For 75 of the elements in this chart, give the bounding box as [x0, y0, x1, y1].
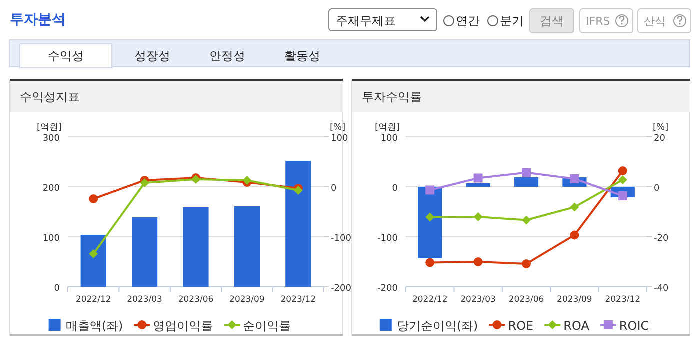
- legend-label: 순이익률: [243, 319, 292, 333]
- y-axis-title: [억원]: [374, 123, 400, 133]
- text: 검색: [540, 14, 564, 28]
- bar: [466, 184, 490, 187]
- x-tick-label: 2023/09: [557, 295, 592, 305]
- y-tick-label: 100: [42, 234, 60, 244]
- y2-tick-label: -20: [654, 234, 669, 244]
- text: 성장성: [134, 49, 170, 63]
- y2-tick-label: -100: [331, 234, 352, 244]
- text: 수익성: [48, 49, 84, 63]
- point: [89, 194, 98, 204]
- chart-title: 투자수익률: [362, 90, 422, 104]
- point: [426, 186, 435, 195]
- legend-label: ROIC: [619, 319, 650, 333]
- legend-label: 당기순이익(좌): [396, 319, 478, 333]
- text: IFRS: [586, 15, 610, 28]
- point: [570, 174, 580, 184]
- y2-tick-label: 100: [331, 134, 348, 144]
- point: [618, 176, 628, 184]
- point: [570, 202, 580, 212]
- x-tick-label: 2023/03: [127, 295, 162, 305]
- bar: [514, 178, 539, 187]
- bar: [183, 208, 209, 287]
- bar: [80, 235, 106, 287]
- point: [618, 166, 628, 176]
- text: 안정성: [210, 49, 246, 63]
- text: 활동성: [284, 49, 320, 63]
- text: 산식: [644, 15, 666, 28]
- y2-tick-label: 20: [654, 134, 666, 144]
- legend-label: ROE: [508, 319, 534, 333]
- y-tick-label: 100: [380, 134, 398, 144]
- text: 투자분석: [10, 12, 66, 28]
- x-tick-label: 2023/06: [178, 295, 214, 305]
- y2-tick-label: -40: [654, 284, 669, 294]
- x-tick-label: 2023/09: [230, 295, 265, 305]
- x-tick-label: 2023/12: [605, 295, 641, 305]
- x-tick-label: 2023/03: [460, 295, 496, 305]
- text: 분기: [500, 14, 524, 28]
- y2-axis-title: [%]: [330, 123, 346, 133]
- y-tick-label: 300: [42, 134, 60, 144]
- bar: [418, 187, 442, 258]
- x-tick-label: 2023/12: [280, 295, 316, 305]
- point: [474, 174, 483, 183]
- point: [89, 250, 98, 258]
- x-tick-label: 2023/06: [508, 295, 544, 305]
- point: [474, 212, 483, 222]
- point: [426, 212, 435, 222]
- x-tick-label: 2022/12: [76, 295, 112, 305]
- bar: [234, 206, 260, 287]
- x-tick-label: 2022/12: [412, 295, 448, 305]
- y-tick-label: 0: [392, 184, 398, 194]
- point: [474, 258, 483, 266]
- point: [522, 168, 531, 178]
- point: [522, 216, 531, 225]
- bar: [132, 218, 158, 287]
- y2-tick-label: 0: [654, 184, 660, 194]
- y-tick-label: -200: [378, 284, 398, 294]
- legend-label: 영업이익률: [153, 319, 214, 333]
- bar: [286, 161, 312, 287]
- text: 주재무제표: [336, 14, 396, 28]
- y2-tick-label: 0: [331, 184, 337, 194]
- point: [140, 178, 150, 188]
- y-axis-title: [억원]: [36, 123, 62, 133]
- point: [522, 260, 531, 268]
- legend-label: ROA: [564, 319, 590, 333]
- y-tick-label: -100: [378, 234, 398, 244]
- legend-label: 매출액(좌): [66, 319, 124, 333]
- point: [426, 258, 435, 268]
- chart-title: 수익성지표: [20, 90, 80, 104]
- y-tick-label: 200: [42, 184, 60, 194]
- point: [570, 230, 580, 240]
- y2-tick-label: -200: [331, 284, 352, 294]
- y-tick-label: 0: [54, 284, 60, 294]
- text: 연간: [456, 14, 480, 28]
- y2-axis-title: [%]: [653, 123, 669, 133]
